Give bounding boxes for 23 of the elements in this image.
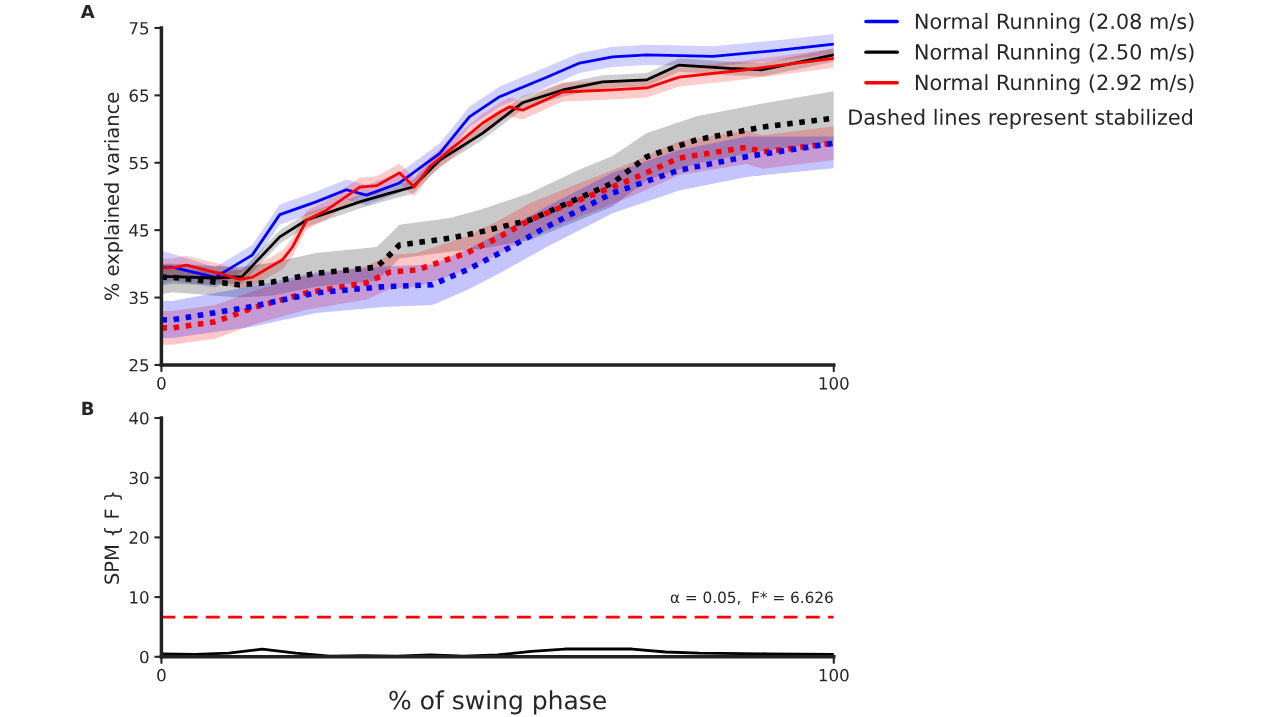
y-tick-label: 10 [130, 591, 149, 604]
text: A [80, 4, 95, 19]
y-tick-label: 25 [129, 358, 149, 372]
x-axis-title: % of swing phase [389, 690, 606, 715]
y-tick-label: 30 [129, 471, 149, 485]
text: Dashed lines represent stabilized [849, 108, 1193, 130]
text: B [82, 401, 94, 416]
y-tick-label: 45 [129, 224, 149, 237]
y-tick-label: 75 [129, 22, 149, 35]
y-tick-label: 55 [129, 156, 149, 170]
x-tick-label: 100 [819, 668, 849, 682]
y-tick-label: 35 [129, 291, 149, 305]
legend-label: Normal Running (2.08 m/s) [915, 13, 1194, 34]
legend-label: Normal Running (2.50 m/s) [915, 43, 1194, 64]
x-tick-label: 100 [819, 377, 849, 390]
y-tick-label: 0 [140, 650, 149, 664]
y-tick-label: 65 [129, 89, 149, 102]
legend-label: Normal Running (2.92 m/s) [915, 74, 1194, 95]
y-tick-label: 20 [129, 531, 149, 544]
annotation: α = 0.05, F* = 6.626 [670, 591, 833, 605]
y-axis-title: % explained variance [104, 92, 123, 301]
y-axis-title: SPM { F } [104, 492, 122, 584]
y-tick-label: 40 [129, 411, 149, 425]
